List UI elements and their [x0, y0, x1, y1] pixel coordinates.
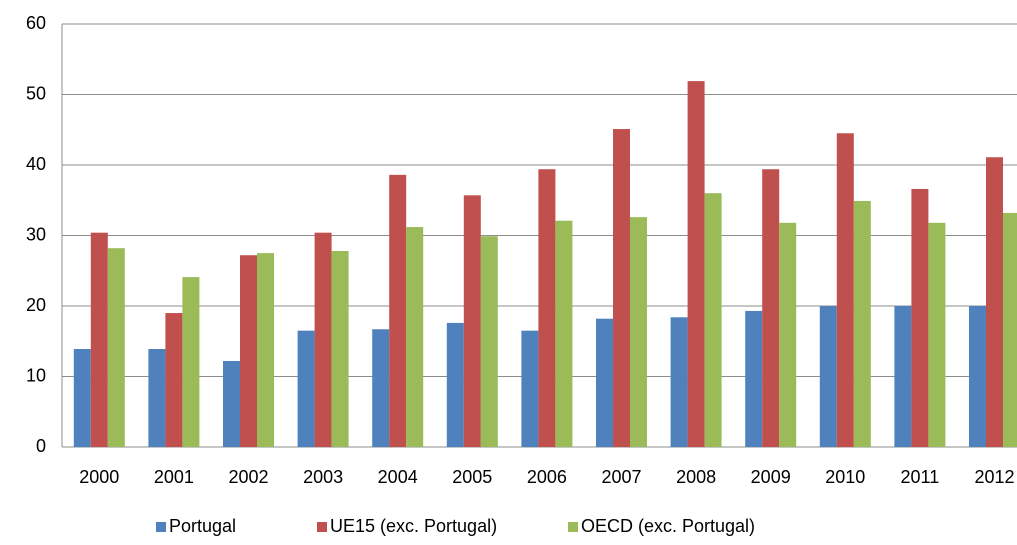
bar [257, 253, 274, 447]
bar [986, 157, 1003, 447]
bar [969, 306, 986, 447]
bar [596, 318, 613, 447]
y-tick-label: 60 [26, 13, 46, 33]
bar [538, 169, 556, 448]
bar [911, 188, 929, 447]
legend-swatch [156, 522, 166, 532]
bar [463, 195, 481, 447]
bar [107, 248, 125, 447]
legend-swatch [568, 522, 578, 532]
bar [389, 174, 407, 447]
y-tick-label: 50 [26, 83, 46, 103]
bar [555, 220, 573, 447]
legend-swatch [317, 522, 327, 532]
bar [446, 322, 464, 447]
legend-label: UE15 (exc. Portugal) [330, 516, 497, 536]
y-tick-label: 20 [26, 295, 46, 315]
bar [853, 200, 871, 447]
x-tick-label: 2006 [527, 467, 567, 487]
bar [182, 277, 200, 447]
bar [762, 169, 780, 448]
bar [819, 306, 837, 447]
bar [165, 313, 183, 447]
y-tick-label: 40 [26, 154, 46, 174]
bar [223, 360, 240, 447]
x-tick-label: 2011 [901, 467, 940, 487]
x-tick-label: 2009 [751, 467, 791, 487]
bar [480, 236, 498, 447]
bar [779, 222, 797, 447]
bar [148, 349, 166, 447]
x-tick-label: 2003 [303, 467, 343, 487]
x-tick-label: 2007 [601, 467, 641, 487]
bar [670, 317, 688, 447]
bar [745, 310, 763, 447]
x-tick-label: 2001 [154, 467, 194, 487]
x-tick-label: 2010 [825, 467, 865, 487]
bar [836, 133, 854, 447]
bar [331, 251, 349, 447]
y-tick-label: 30 [26, 224, 46, 244]
bar [73, 349, 91, 447]
bar [240, 255, 257, 447]
x-tick-label: 2004 [378, 467, 418, 487]
x-tick-label: 2005 [452, 467, 492, 487]
legend-label: Portugal [169, 516, 236, 536]
bar [1003, 212, 1017, 447]
y-tick-label: 0 [36, 436, 46, 456]
bar [297, 330, 315, 447]
x-tick-label: 2002 [228, 467, 268, 487]
bar [90, 232, 108, 447]
x-tick-label: 2008 [676, 467, 716, 487]
bar [630, 217, 647, 447]
bar [406, 227, 424, 447]
bar [613, 129, 630, 448]
bar [372, 329, 390, 447]
bar [704, 193, 722, 447]
bar [928, 222, 946, 447]
x-tick-label: 2012 [974, 467, 1014, 487]
bar [687, 81, 705, 447]
y-tick-label: 10 [26, 365, 46, 385]
x-tick-label: 2000 [79, 467, 119, 487]
bar [894, 306, 912, 447]
legend-label: OECD (exc. Portugal) [581, 516, 755, 536]
bar [314, 232, 332, 447]
bar [521, 330, 539, 447]
